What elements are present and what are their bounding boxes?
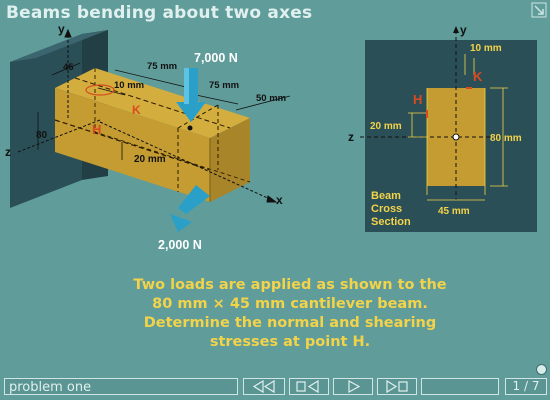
problem-line: Two loads are applied as shown to the (133, 277, 447, 293)
section-label-field: problem one (4, 378, 238, 395)
expand-corner-icon[interactable] (531, 2, 547, 18)
status-dot (536, 364, 547, 375)
first-page-button[interactable] (243, 378, 285, 395)
section-axis-y-label: y (460, 23, 467, 37)
dim-80: 80 (36, 130, 48, 141)
axis-x-label: x (276, 193, 283, 207)
point-k-label: K (132, 103, 141, 117)
axis-z-label: z (5, 145, 11, 159)
axis-y-label: y (58, 22, 65, 36)
load-horizontal-label: 2,000 N (158, 238, 202, 252)
problem-line: stresses at point H. (209, 334, 371, 350)
dim-50: 50 mm (256, 93, 286, 104)
step-forward-icon (386, 379, 408, 394)
problem-line: Determine the normal and shearing (143, 315, 437, 331)
cross-section-panel (360, 26, 537, 232)
step-back-icon (296, 379, 319, 394)
section-dim-20: 20 mm (370, 121, 402, 132)
vertical-load-arrow (176, 68, 206, 122)
section-point-k-label: K (473, 69, 483, 84)
section-caption-line2: Cross (371, 203, 402, 215)
dim-75-side: 75 mm (209, 80, 239, 91)
section-dim-45: 45 mm (438, 206, 470, 217)
next-button[interactable] (377, 378, 417, 395)
point-k-marker (85, 84, 115, 96)
problem-line: 80 mm × 45 mm cantilever beam. (152, 296, 428, 312)
load-vertical-label: 7,000 N (194, 51, 238, 65)
play-button[interactable] (333, 378, 373, 395)
dim-75-top: 75 mm (147, 61, 177, 72)
previous-button[interactable] (289, 378, 329, 395)
problem-statement: Two loads are applied as shown to the 80… (80, 276, 500, 352)
play-icon (348, 379, 361, 394)
rewind-icon (252, 379, 275, 394)
dim-10: 10 mm (114, 80, 144, 91)
section-caption-line1: Beam (371, 190, 401, 202)
blank-nav-field (421, 378, 499, 395)
point-h-label: H (92, 122, 101, 137)
load-point (187, 125, 193, 131)
section-caption-line3: Section (371, 216, 411, 228)
axes (17, 28, 278, 203)
horizontal-load-arrow (170, 185, 210, 232)
section-dim-10: 10 mm (470, 43, 502, 54)
section-dim-80: 80 mm (490, 133, 522, 144)
dimension-lines (37, 62, 291, 160)
section-axis-z-label: z (348, 130, 354, 144)
window-title: Beams bending about two axes (6, 3, 313, 23)
section-point-h-label: H (413, 92, 422, 107)
dim-45: 45 (63, 62, 74, 73)
dim-20: 20 mm (134, 154, 166, 165)
page-indicator: 1 / 7 (505, 378, 547, 395)
